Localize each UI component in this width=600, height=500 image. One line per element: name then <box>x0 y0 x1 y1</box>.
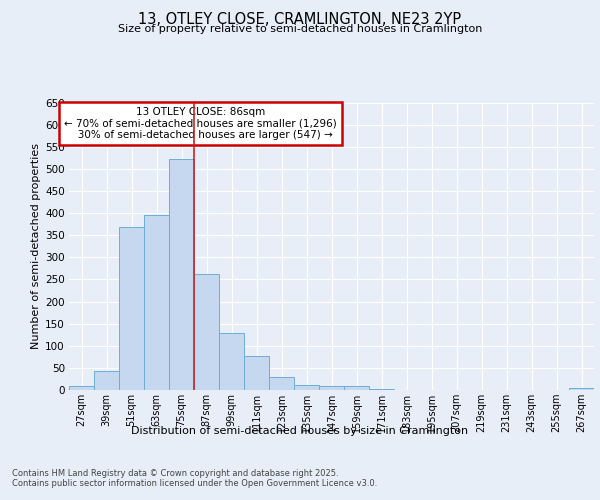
Text: Size of property relative to semi-detached houses in Cramlington: Size of property relative to semi-detach… <box>118 24 482 34</box>
Bar <box>219 332 244 390</box>
Bar <box>69 386 94 390</box>
Bar <box>269 376 294 390</box>
Bar <box>119 227 144 390</box>
Text: Contains HM Land Registry data © Crown copyright and database right 2025.: Contains HM Land Registry data © Crown c… <box>12 469 338 478</box>
Bar <box>294 384 319 390</box>
Bar <box>569 388 594 390</box>
Bar <box>144 216 169 390</box>
Bar <box>244 356 269 390</box>
Bar <box>169 159 194 390</box>
Text: Contains public sector information licensed under the Open Government Licence v3: Contains public sector information licen… <box>12 479 377 488</box>
Bar <box>319 386 344 390</box>
Text: Distribution of semi-detached houses by size in Cramlington: Distribution of semi-detached houses by … <box>131 426 469 436</box>
Text: 13, OTLEY CLOSE, CRAMLINGTON, NE23 2YP: 13, OTLEY CLOSE, CRAMLINGTON, NE23 2YP <box>139 12 461 28</box>
Bar <box>369 389 394 390</box>
Bar <box>94 372 119 390</box>
Bar <box>344 386 369 390</box>
Y-axis label: Number of semi-detached properties: Number of semi-detached properties <box>31 143 41 350</box>
Bar <box>194 274 219 390</box>
Text: 13 OTLEY CLOSE: 86sqm
← 70% of semi-detached houses are smaller (1,296)
   30% o: 13 OTLEY CLOSE: 86sqm ← 70% of semi-deta… <box>64 107 337 140</box>
